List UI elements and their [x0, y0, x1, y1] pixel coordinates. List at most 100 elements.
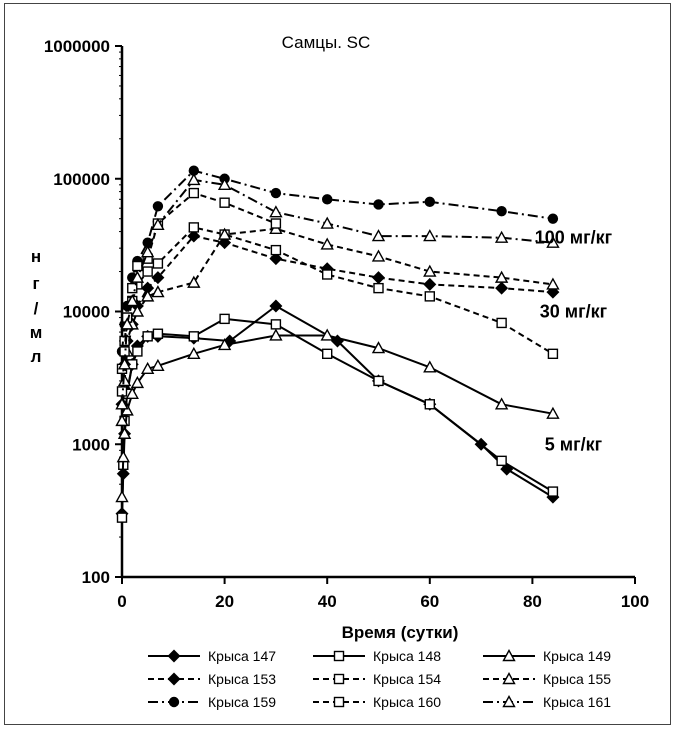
data-point	[219, 313, 230, 325]
legend-item-2: Крыса 149	[483, 648, 611, 664]
y-axis-label-char: /	[34, 299, 39, 318]
data-point	[188, 222, 200, 233]
legend-item-0: Крыса 147	[148, 648, 276, 664]
legend-marker	[333, 696, 345, 708]
data-point	[115, 397, 129, 410]
data-point	[218, 236, 232, 250]
data-point	[373, 282, 384, 294]
data-point	[496, 317, 507, 329]
series-line	[121, 178, 553, 405]
series-5	[115, 221, 560, 427]
y-tick-label: 1000000	[44, 37, 110, 56]
chart-title: Самцы. SC	[282, 33, 371, 52]
data-point	[120, 317, 134, 330]
legend-item-5: Крыса 155	[483, 671, 611, 687]
data-point	[125, 294, 139, 307]
legend-item-1: Крыса 148	[313, 648, 441, 664]
legend-marker	[333, 650, 345, 662]
annotation: 5 мг/кг	[545, 434, 603, 454]
series-line	[121, 235, 553, 405]
y-tick-label: 100	[82, 568, 110, 587]
legend-label: Крыса 155	[543, 671, 611, 687]
legend-marker	[167, 672, 181, 686]
legend-item-3: Крыса 153	[148, 671, 276, 687]
data-point	[322, 194, 333, 205]
data-point	[152, 201, 164, 212]
legend-marker	[502, 695, 516, 708]
data-point	[187, 275, 201, 288]
annotation: 30 мг/кг	[540, 302, 608, 322]
data-point	[130, 304, 145, 317]
data-point	[322, 269, 333, 280]
data-point	[187, 172, 201, 186]
legend-marker	[167, 649, 181, 663]
data-point	[320, 328, 334, 341]
data-point	[187, 229, 201, 243]
x-tick-label: 20	[215, 592, 234, 611]
data-point	[117, 426, 132, 439]
legend-marker	[502, 649, 516, 662]
data-point	[372, 271, 385, 285]
data-point	[423, 264, 437, 277]
data-point	[130, 270, 145, 283]
data-point	[217, 177, 232, 191]
x-axis-label: Время (сутки)	[342, 623, 459, 642]
legend-marker	[168, 696, 180, 708]
x-tick-label: 40	[318, 592, 337, 611]
data-point	[546, 235, 560, 248]
series-8	[115, 172, 560, 410]
data-point	[269, 252, 283, 266]
series-line	[121, 226, 554, 369]
data-point	[494, 230, 509, 243]
chart-frame	[4, 3, 671, 725]
y-axis-label-char: г	[32, 274, 39, 293]
legend-item-4: Крыса 154	[313, 671, 441, 687]
data-point	[371, 229, 386, 242]
annotations: 100 мг/кг 30 мг/кг 5 мг/кг	[535, 228, 613, 455]
series-2	[115, 328, 560, 503]
data-point	[494, 270, 509, 283]
data-point	[115, 490, 129, 503]
data-point	[269, 205, 283, 218]
data-point	[151, 285, 165, 298]
data-point	[496, 205, 507, 217]
data-point	[217, 227, 232, 240]
legend-label: Крыса 161	[543, 694, 611, 710]
y-axis-label-char: м	[30, 323, 43, 342]
data-point	[494, 397, 509, 410]
data-point	[116, 512, 128, 523]
x-tick-label: 100	[621, 592, 649, 611]
legend-label: Крыса 148	[373, 648, 441, 664]
data-point	[132, 260, 143, 272]
data-point	[270, 319, 282, 330]
x-tick-label: 0	[117, 592, 126, 611]
x-tick-label: 80	[523, 592, 542, 611]
data-point	[423, 360, 437, 373]
y-tick-label: 10000	[63, 303, 110, 322]
data-point	[424, 399, 435, 410]
data-point	[142, 331, 153, 342]
data-point	[219, 197, 230, 208]
legend-label: Крыса 149	[543, 648, 611, 664]
data-point	[188, 331, 200, 342]
annotation: 100 мг/кг	[535, 228, 613, 248]
legend-item-7: Крыса 160	[313, 694, 441, 710]
data-point	[270, 218, 282, 229]
series-line	[121, 169, 554, 352]
data-point	[188, 187, 200, 199]
series-0	[115, 299, 560, 521]
data-point	[322, 348, 333, 360]
data-point	[270, 187, 282, 199]
data-point	[116, 450, 130, 463]
data-point	[546, 277, 560, 290]
data-point	[373, 199, 384, 210]
data-point	[152, 328, 164, 339]
data-point	[546, 406, 560, 419]
data-point	[547, 486, 559, 497]
y-axis-label-char: н	[31, 247, 41, 266]
data-point	[140, 289, 155, 302]
data-point	[423, 277, 437, 291]
data-point	[547, 213, 559, 224]
y-axis-label-char: л	[31, 347, 42, 366]
